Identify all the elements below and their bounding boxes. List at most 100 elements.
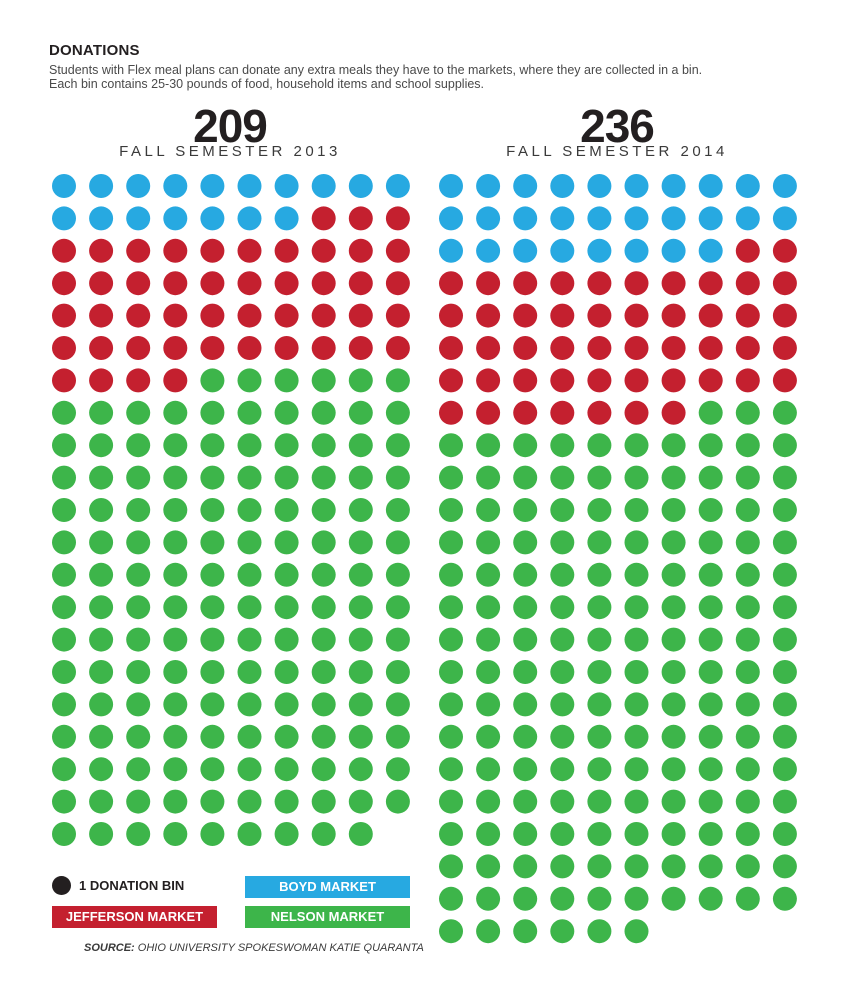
dot-nelson-0-131: [237, 789, 262, 814]
dot-nelson-1-144: [476, 886, 501, 911]
dot-nelson-0-117: [89, 757, 114, 782]
dot-nelson-1-117: [587, 789, 612, 814]
dot-nelson-0-7: [89, 400, 114, 425]
dot-jefferson-0-32: [385, 303, 410, 328]
dot-nelson-0-90: [200, 660, 225, 684]
dot-nelson-1-93: [439, 724, 463, 749]
dot-jefferson-0-12: [385, 238, 410, 263]
dot-boyd-1-20: [439, 238, 463, 263]
dot-nelson-0-125: [385, 757, 410, 782]
dot-nelson-1-35: [513, 530, 538, 555]
dot-nelson-0-95: [385, 660, 410, 684]
dot-nelson-1-3: [439, 433, 463, 458]
dot-jefferson-0-29: [274, 303, 299, 328]
chart-subtitle: Students with Flex meal plans can donate…: [49, 63, 829, 91]
dot-jefferson-1-46: [587, 400, 612, 425]
dot-nelson-0-61: [237, 562, 262, 587]
dot-nelson-1-55: [513, 595, 538, 620]
dot-nelson-0-122: [274, 757, 299, 782]
dot-nelson-1-157: [587, 919, 612, 944]
dot-nelson-0-27: [89, 465, 114, 490]
dot-nelson-0-33: [311, 465, 336, 490]
dot-nelson-1-125: [513, 822, 538, 846]
dot-jefferson-1-38: [661, 368, 686, 393]
dot-nelson-1-120: [698, 789, 723, 814]
dot-nelson-0-86: [52, 660, 76, 684]
dot-nelson-1-107: [587, 757, 612, 782]
dot-nelson-1-52: [772, 562, 797, 587]
dot-boyd-1-9: [772, 174, 797, 198]
dot-jefferson-0-15: [126, 271, 151, 296]
dot-nelson-0-134: [348, 789, 373, 814]
dot-jefferson-1-28: [661, 336, 686, 360]
dot-nelson-0-43: [311, 498, 336, 522]
subtitle-line-2: Each bin contains 25-30 pounds of food, …: [49, 77, 485, 91]
dot-jefferson-1-16: [587, 303, 612, 328]
dot-jefferson-0-10: [311, 238, 336, 263]
dot-nelson-1-77: [587, 660, 612, 684]
dot-nelson-1-32: [772, 498, 797, 522]
dot-nelson-1-51: [735, 562, 760, 587]
dot-jefferson-1-36: [587, 368, 612, 393]
dot-boyd-1-25: [624, 238, 649, 263]
dot-nelson-1-29: [661, 498, 686, 522]
dot-jefferson-1-32: [439, 368, 463, 393]
dot-nelson-0-34: [348, 465, 373, 490]
dot-boyd-0-7: [311, 174, 336, 198]
dot-nelson-0-84: [348, 627, 373, 652]
dot-nelson-1-22: [772, 465, 797, 490]
dot-nelson-1-109: [661, 757, 686, 782]
dot-nelson-0-48: [126, 530, 151, 555]
dot-boyd-0-11: [89, 206, 114, 231]
dot-nelson-0-73: [311, 595, 336, 620]
dot-nelson-1-45: [513, 562, 538, 587]
dot-nelson-1-101: [735, 724, 760, 749]
dot-nelson-0-78: [126, 627, 151, 652]
dot-nelson-1-31: [735, 498, 760, 522]
dot-nelson-1-61: [735, 595, 760, 620]
dot-nelson-0-52: [274, 530, 299, 555]
dot-nelson-1-142: [772, 854, 797, 879]
dot-jefferson-1-33: [476, 368, 501, 393]
dot-nelson-1-6: [550, 433, 575, 458]
dot-nelson-0-76: [52, 627, 76, 652]
dot-nelson-0-1: [237, 368, 262, 393]
dot-jefferson-0-23: [52, 303, 76, 328]
dot-boyd-0-9: [385, 174, 410, 198]
dot-nelson-1-146: [550, 886, 575, 911]
dot-nelson-1-44: [476, 562, 501, 587]
dot-boyd-1-4: [587, 174, 612, 198]
dot-nelson-1-65: [513, 627, 538, 652]
dot-jefferson-0-21: [348, 271, 373, 296]
dot-nelson-1-34: [476, 530, 501, 555]
dot-nelson-0-77: [89, 627, 114, 652]
dot-boyd-1-13: [550, 206, 575, 231]
dot-jefferson-0-41: [348, 336, 373, 360]
dot-nelson-0-17: [89, 433, 114, 458]
dot-boyd-0-2: [126, 174, 151, 198]
dot-jefferson-0-40: [311, 336, 336, 360]
dot-jefferson-0-33: [52, 336, 76, 360]
dot-nelson-0-98: [126, 692, 151, 717]
dot-jefferson-1-48: [661, 400, 686, 425]
dot-nelson-1-10: [698, 433, 723, 458]
dot-nelson-0-85: [385, 627, 410, 652]
dot-nelson-1-24: [476, 498, 501, 522]
dot-nelson-1-33: [439, 530, 463, 555]
dot-nelson-1-76: [550, 660, 575, 684]
dot-nelson-0-119: [163, 757, 188, 782]
dot-jefferson-1-40: [735, 368, 760, 393]
dot-nelson-0-3: [311, 368, 336, 393]
dot-nelson-1-59: [661, 595, 686, 620]
dot-nelson-0-59: [163, 562, 188, 587]
dot-jefferson-1-18: [661, 303, 686, 328]
dot-jefferson-0-3: [52, 238, 76, 263]
dot-nelson-0-72: [274, 595, 299, 620]
dot-nelson-0-65: [385, 562, 410, 587]
dot-jefferson-1-9: [698, 271, 723, 296]
dot-jefferson-0-5: [126, 238, 151, 263]
dot-nelson-1-143: [439, 886, 463, 911]
dot-jefferson-1-45: [550, 400, 575, 425]
dot-jefferson-1-2: [439, 271, 463, 296]
dot-nelson-0-39: [163, 498, 188, 522]
